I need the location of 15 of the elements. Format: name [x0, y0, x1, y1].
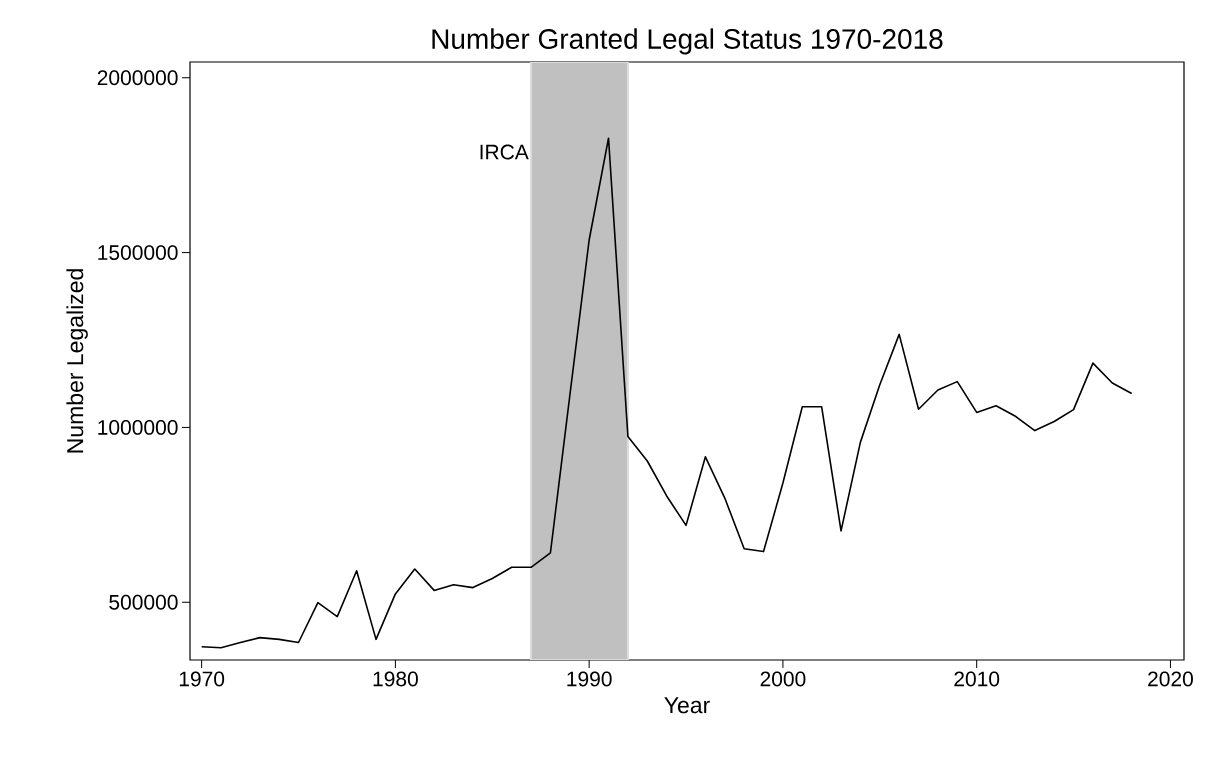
- y-tick-label: 2000000: [97, 70, 178, 86]
- y-tick-label: 500000: [109, 594, 178, 610]
- x-tick-label: 1970: [179, 671, 225, 687]
- x-tick-label: 1980: [373, 671, 418, 687]
- x-tick-label: 2000: [760, 671, 806, 687]
- x-axis-title: Year: [664, 697, 710, 714]
- y-tick-label: 1000000: [98, 420, 178, 435]
- line-series: [200, 137, 1133, 649]
- x-tick-label: 1990: [567, 671, 612, 687]
- x-tick-label: 2010: [954, 671, 1000, 687]
- chart-title: Number Granted Legal Status 1970-2018: [432, 28, 943, 55]
- y-tick-label: 1500000: [98, 245, 178, 261]
- y-axis-title: Number Legalized: [66, 269, 88, 453]
- x-tick-label: 2020: [1148, 671, 1193, 687]
- band-label: IRCA: [480, 144, 529, 160]
